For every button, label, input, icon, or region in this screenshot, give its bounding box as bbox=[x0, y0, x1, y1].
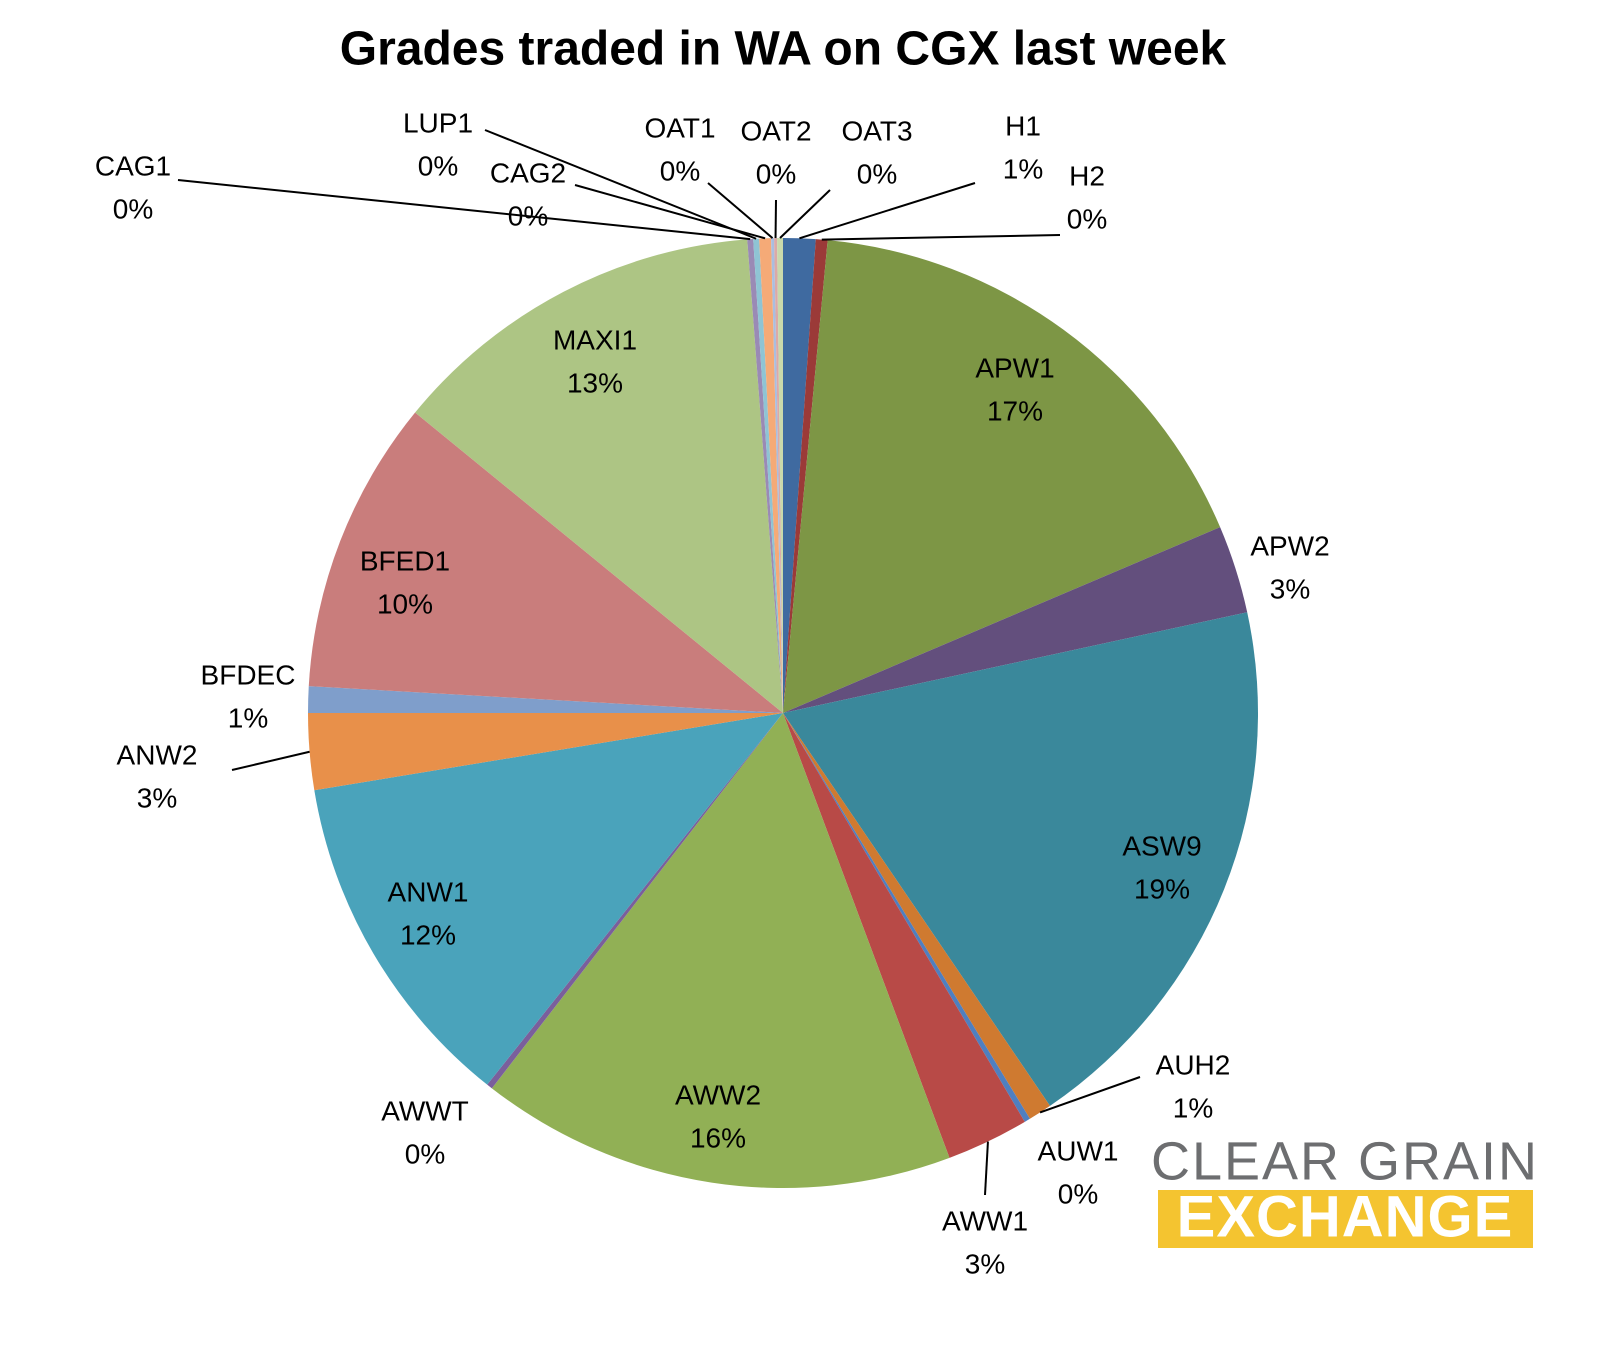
slice-value: 0% bbox=[756, 158, 796, 189]
leader-line bbox=[799, 182, 976, 240]
slice-value: 0% bbox=[418, 150, 458, 181]
pie-slice bbox=[783, 713, 1030, 1122]
pie-slice bbox=[487, 713, 783, 1089]
slice-label: AWW2 bbox=[675, 1079, 761, 1110]
slice-value: 19% bbox=[1134, 873, 1190, 904]
pie-slice bbox=[783, 713, 1050, 1119]
pie-slice bbox=[308, 713, 783, 791]
slice-value: 16% bbox=[690, 1122, 746, 1153]
slice-value: 17% bbox=[987, 395, 1043, 426]
pie-slice bbox=[783, 239, 828, 713]
leader-line bbox=[707, 182, 774, 239]
slice-label: H2 bbox=[1069, 160, 1105, 191]
slice-label: ANW2 bbox=[117, 739, 198, 770]
pie-slice bbox=[308, 686, 783, 713]
slice-value: 0% bbox=[857, 158, 897, 189]
pie-slice bbox=[491, 713, 950, 1188]
slice-label: OAT1 bbox=[644, 112, 715, 143]
slice-label: APW1 bbox=[975, 352, 1054, 383]
chart-title: Grades traded in WA on CGX last week bbox=[340, 23, 1227, 76]
slice-value: 3% bbox=[137, 782, 177, 813]
pie-slice bbox=[747, 238, 783, 713]
slice-value: 1% bbox=[1003, 153, 1043, 184]
slice-label: H1 bbox=[1005, 110, 1041, 141]
slice-label: AUH2 bbox=[1156, 1049, 1231, 1080]
leader-line bbox=[484, 129, 757, 240]
slice-value: 3% bbox=[965, 1248, 1005, 1279]
slice-label: CAG1 bbox=[95, 150, 171, 181]
pie-slice bbox=[783, 713, 1025, 1158]
leader-line bbox=[984, 1141, 989, 1196]
pie-slice bbox=[415, 239, 783, 713]
pie-slice bbox=[783, 238, 816, 713]
pie-slice bbox=[783, 240, 1221, 713]
pie-slice bbox=[753, 238, 783, 713]
slice-label: ASW9 bbox=[1122, 830, 1201, 861]
pie-slice bbox=[783, 527, 1248, 713]
leader-line bbox=[177, 179, 751, 241]
slice-label: BFDEC bbox=[201, 659, 296, 690]
pie-slice bbox=[771, 238, 783, 713]
slice-label: OAT3 bbox=[841, 115, 912, 146]
slice-label: BFED1 bbox=[360, 545, 450, 576]
slice-label: AUW1 bbox=[1038, 1135, 1119, 1166]
slice-value: 1% bbox=[1173, 1092, 1213, 1123]
pie-slice bbox=[314, 713, 783, 1085]
slice-value: 0% bbox=[113, 193, 153, 224]
logo-band bbox=[1158, 1190, 1533, 1248]
slice-label: CAG2 bbox=[490, 157, 566, 188]
slice-label: OAT2 bbox=[740, 115, 811, 146]
pie bbox=[308, 238, 1258, 1188]
pie-slice bbox=[777, 238, 783, 713]
logo-top: CLEAR GRAIN bbox=[1151, 1131, 1539, 1191]
slice-value: 0% bbox=[405, 1138, 445, 1169]
slice-label: APW2 bbox=[1250, 530, 1329, 561]
pie-slice bbox=[759, 238, 783, 713]
slice-value: 1% bbox=[228, 702, 268, 733]
slice-label: ANW1 bbox=[388, 876, 469, 907]
slice-value: 13% bbox=[567, 367, 623, 398]
leader-line bbox=[1039, 1076, 1141, 1114]
slice-label: AWWT bbox=[381, 1095, 469, 1126]
labels: H1 1% H2 0% APW1 17% APW2 3% ASW9 19% AUH2 1% AUW1 0%… bbox=[95, 107, 1330, 1279]
slice-label: AWW1 bbox=[942, 1205, 1028, 1236]
leader-line bbox=[779, 189, 831, 239]
slice-value: 0% bbox=[508, 200, 548, 231]
slice-value: 0% bbox=[660, 155, 700, 186]
slice-value: 10% bbox=[377, 588, 433, 619]
slice-label: LUP1 bbox=[403, 107, 473, 138]
slice-label: MAXI1 bbox=[553, 324, 637, 355]
leader-line bbox=[821, 234, 1061, 241]
leader-line bbox=[231, 750, 310, 771]
logo-bottom: EXCHANGE bbox=[1177, 1184, 1514, 1249]
pie-slice bbox=[308, 412, 783, 713]
slice-value: 12% bbox=[400, 919, 456, 950]
pie-slice bbox=[783, 612, 1258, 1106]
slice-value: 3% bbox=[1270, 573, 1310, 604]
leader-line bbox=[574, 184, 766, 240]
slice-value: 0% bbox=[1067, 203, 1107, 234]
pie-slice bbox=[774, 238, 783, 713]
slice-value: 0% bbox=[1058, 1178, 1098, 1209]
